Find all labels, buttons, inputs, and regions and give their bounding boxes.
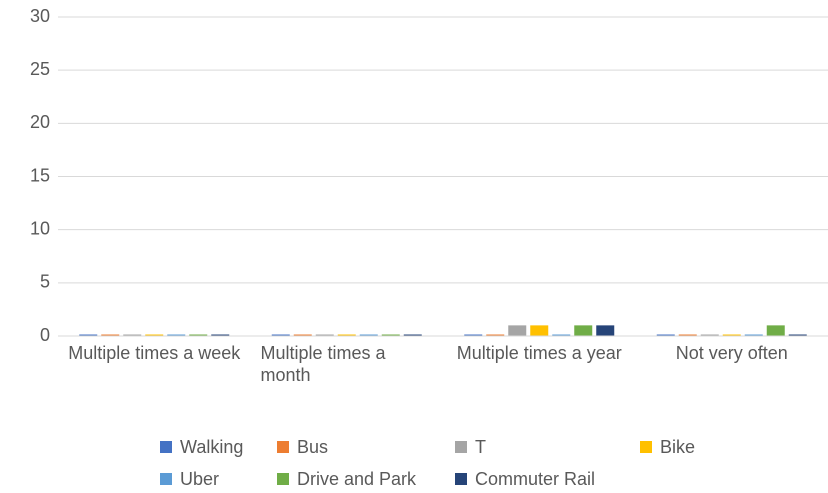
bar <box>359 334 378 336</box>
legend-label: Uber <box>180 469 219 489</box>
bar <box>211 334 230 336</box>
bar <box>508 325 527 336</box>
x-tick-label-box: Multiple times a week <box>58 342 251 364</box>
x-tick-label: Multiple times a week <box>68 343 241 363</box>
bar <box>596 325 615 336</box>
x-tick-label: Not very often <box>675 343 788 363</box>
bar <box>744 334 763 336</box>
bar <box>656 334 675 336</box>
x-tick-label-wrap: Not very often <box>636 342 828 364</box>
bar <box>486 334 505 336</box>
bar <box>552 334 571 336</box>
x-tick-label-box: Multiple times a year <box>443 342 636 364</box>
x-tick-label-wrap: Multiple times a week <box>58 342 251 364</box>
legend-label: Bike <box>660 437 695 457</box>
x-tick-label: Multiple times a month <box>260 343 386 385</box>
x-tick-label-wrap: Multiple times a year <box>443 342 636 364</box>
legend-swatch <box>160 473 172 485</box>
legend-swatch <box>455 441 467 453</box>
bar <box>788 334 807 336</box>
y-tick-label: 10 <box>30 218 50 238</box>
y-tick-label: 0 <box>40 325 50 345</box>
bar <box>271 334 290 336</box>
bar <box>189 334 208 336</box>
x-tick-label-box: Multiple times a month <box>251 342 444 386</box>
x-tick-label-wrap: Multiple times a month <box>251 342 444 386</box>
y-tick-label: 25 <box>30 59 50 79</box>
legend-label: Bus <box>297 437 328 457</box>
legend-label: Walking <box>180 437 243 457</box>
y-tick-label: 15 <box>30 165 50 185</box>
y-tick-label: 30 <box>30 6 50 26</box>
bar <box>123 334 142 336</box>
bar <box>574 325 593 336</box>
legend-swatch <box>640 441 652 453</box>
bar <box>678 334 697 336</box>
bar <box>722 334 741 336</box>
bar <box>700 334 719 336</box>
legend-swatch <box>160 441 172 453</box>
bar <box>315 334 334 336</box>
x-tick-label: Multiple times a year <box>456 343 622 363</box>
legend-swatch <box>277 473 289 485</box>
bar <box>381 334 400 336</box>
legend-label: Drive and Park <box>297 469 417 489</box>
bar <box>145 334 164 336</box>
bar <box>167 334 186 336</box>
bar <box>79 334 98 336</box>
y-tick-label: 20 <box>30 112 50 132</box>
bar <box>530 325 549 336</box>
bar <box>766 325 785 336</box>
bar <box>403 334 422 336</box>
legend-label: T <box>475 437 486 457</box>
bar <box>464 334 483 336</box>
legend-swatch <box>277 441 289 453</box>
bar <box>101 334 120 336</box>
x-tick-label-box: Not very often <box>636 342 828 364</box>
legend-label: Commuter Rail <box>475 469 595 489</box>
bar <box>337 334 356 336</box>
legend-swatch <box>455 473 467 485</box>
bar <box>293 334 312 336</box>
y-tick-label: 5 <box>40 272 50 292</box>
